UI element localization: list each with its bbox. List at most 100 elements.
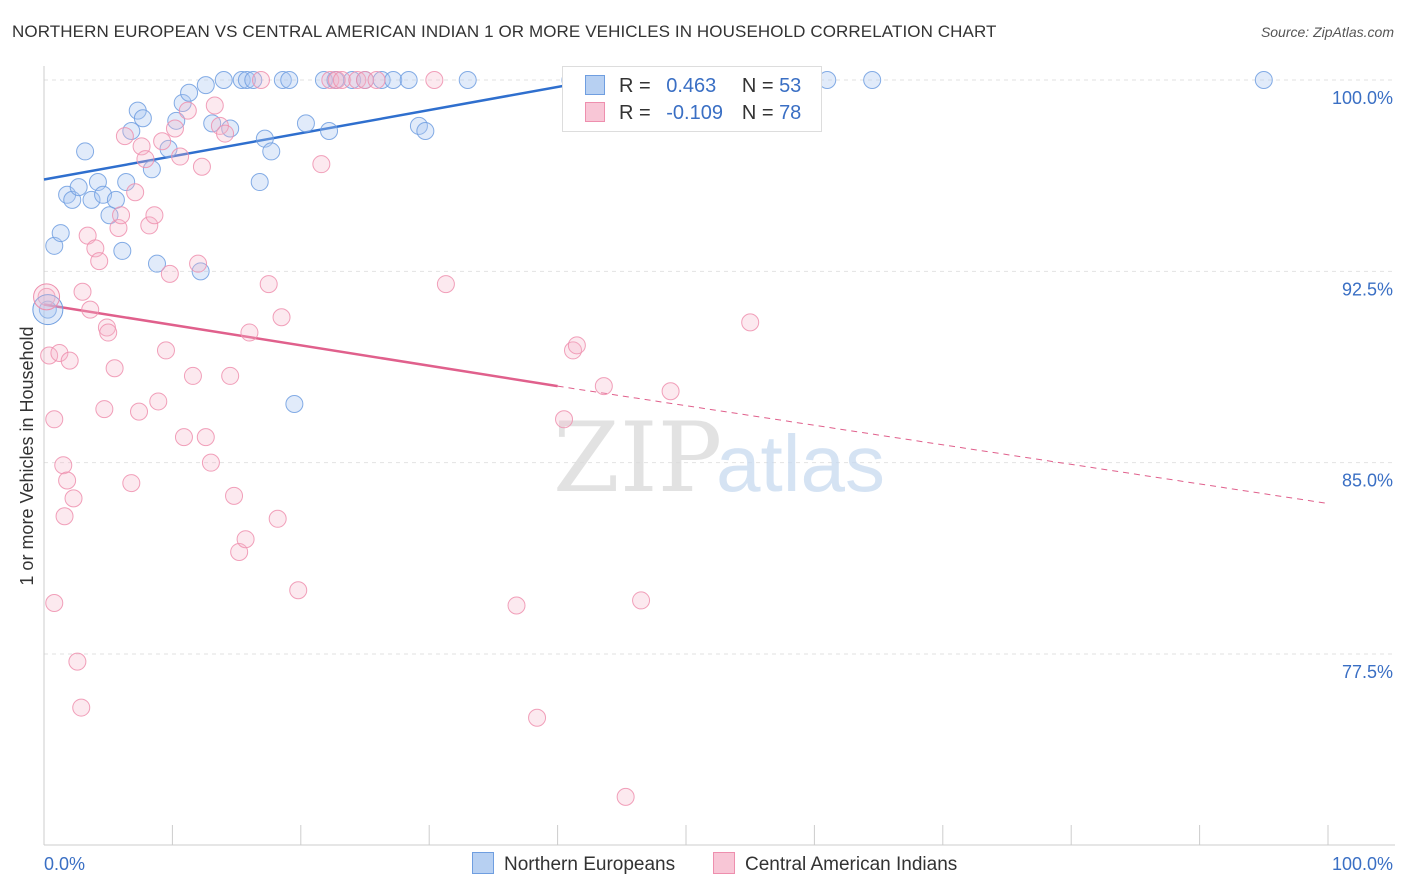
central-trend-line (43, 303, 558, 388)
northern-point (69, 178, 88, 197)
central-point (55, 507, 74, 526)
central-point (332, 71, 351, 89)
northern-point (250, 173, 269, 192)
central-point (594, 377, 613, 396)
northern-point (285, 394, 304, 413)
northern-point (273, 71, 292, 89)
central-point (171, 147, 190, 166)
central-point (68, 652, 87, 671)
central-point (225, 486, 244, 505)
northern-point (320, 122, 339, 141)
bottom-legend-central: Central American Indians (713, 852, 957, 876)
central-point (72, 698, 91, 717)
northern-point (863, 71, 882, 89)
northern-point (106, 190, 125, 209)
central-point (95, 400, 114, 419)
northern-point (244, 71, 263, 89)
northern-point (262, 142, 281, 161)
northern-point (117, 173, 136, 192)
northern-point (113, 241, 132, 260)
central-point (153, 132, 172, 151)
y-tick-label: 92.5% (1342, 279, 1393, 299)
central-point (268, 509, 287, 528)
central-point (126, 183, 145, 202)
source-label: Source: ZipAtlas.com (1260, 24, 1394, 40)
northern-point (142, 160, 161, 179)
zipatlas-watermark: ZIP atlas (553, 402, 885, 514)
northern-point (214, 71, 233, 89)
central-swatch-icon (585, 102, 605, 122)
central-point (436, 275, 455, 294)
central-point (81, 300, 100, 319)
stats-legend: R = 0.463 N = 53 R = -0.109 N = 78 (562, 66, 822, 132)
central-point (312, 155, 331, 174)
legend-label-central: Central American Indians (745, 854, 958, 875)
central-point (259, 275, 278, 294)
central-point (58, 471, 77, 490)
central-point (221, 366, 240, 385)
central-point (165, 119, 184, 138)
n-value-northern: 53 (779, 75, 802, 97)
central-point (616, 787, 635, 806)
northern-point (196, 76, 215, 95)
central-point (201, 453, 220, 472)
watermark-zip: ZIP (553, 402, 722, 514)
central-point (251, 71, 270, 89)
central-point (174, 428, 193, 447)
central-point (149, 392, 168, 411)
central-point (183, 366, 202, 385)
central-point (40, 346, 59, 365)
central-point (54, 456, 73, 475)
central-legend-icon (713, 852, 735, 874)
gridlines (44, 79, 1395, 655)
northern-legend-icon (472, 852, 494, 874)
central-point (205, 96, 224, 115)
n-label: N = (741, 75, 774, 97)
northern-point (280, 71, 299, 89)
central-point (60, 351, 79, 370)
central-point (130, 402, 149, 421)
central-point (178, 101, 197, 120)
central-point (33, 283, 61, 311)
r-label: R = (619, 75, 651, 97)
central-point (64, 489, 83, 508)
central-point (145, 206, 164, 225)
central-point (289, 581, 308, 600)
trend-lines (43, 78, 1329, 504)
central-point (348, 71, 367, 89)
central-point (112, 206, 131, 225)
northern-point (237, 71, 256, 89)
central-point (741, 313, 760, 332)
northern-point (147, 254, 166, 273)
central-point (105, 359, 124, 378)
central-point (90, 252, 109, 271)
central-point (45, 593, 64, 612)
northern-point (133, 109, 152, 128)
northern-point (343, 71, 362, 89)
central-point (507, 596, 526, 615)
northern-point (296, 114, 315, 133)
r-value-central: -0.109 (666, 102, 723, 124)
central-point (367, 71, 386, 89)
central-point (140, 216, 159, 235)
central-point (661, 382, 680, 401)
central-point (50, 343, 69, 362)
n-label: N = (741, 102, 774, 124)
northern-point (399, 71, 418, 89)
northern-point (221, 119, 240, 138)
y-axis-label: 1 or more Vehicles in Household (17, 326, 37, 585)
central-point (632, 591, 651, 610)
northern-point (1254, 71, 1273, 89)
legend-row-northern: R = 0.463 N = 53 (585, 75, 801, 99)
central-point (555, 410, 574, 429)
central-trend-extension (557, 385, 1329, 504)
watermark-atlas: atlas (716, 419, 885, 508)
chart-title: NORTHERN EUROPEAN VS CENTRAL AMERICAN IN… (12, 22, 997, 41)
northern-trend-line (43, 78, 597, 181)
central-point (240, 323, 259, 342)
northern-point (76, 142, 95, 161)
central-point (156, 341, 175, 360)
central-point (189, 254, 208, 273)
legend-label-northern: Northern Europeans (504, 854, 676, 875)
